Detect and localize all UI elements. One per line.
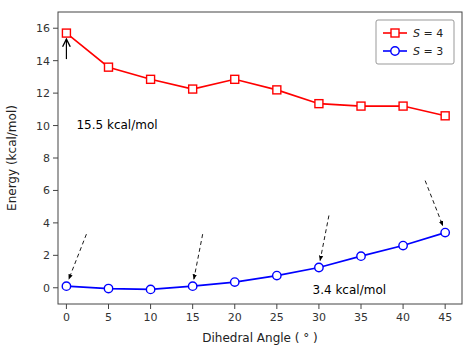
x-tick-label: 45	[438, 311, 452, 324]
x-tick	[108, 304, 109, 309]
series-line	[66, 233, 445, 290]
y-tick	[53, 222, 58, 223]
x-tick-label: 25	[270, 311, 284, 324]
x-tick	[403, 304, 404, 309]
point	[315, 100, 323, 108]
legend: S = 4 S = 3	[376, 20, 454, 64]
x-tick-label: 0	[63, 311, 70, 324]
y-tick	[53, 28, 58, 29]
axes: 0 5 10 15 20 25 30 35 40 45 0 2 4 6 8 10 12 14 16	[36, 22, 452, 324]
x-tick-label: 30	[312, 311, 326, 324]
x-tick-label: 10	[144, 311, 158, 324]
point	[188, 282, 196, 290]
point	[62, 282, 70, 290]
legend-marker	[391, 29, 399, 37]
x-tick	[361, 304, 362, 309]
y-tick-label: 10	[36, 120, 50, 133]
y-tick	[53, 190, 58, 191]
x-tick	[234, 304, 235, 309]
x-tick	[276, 304, 277, 309]
point	[273, 86, 281, 94]
annotation-arrow	[425, 181, 443, 226]
point	[147, 75, 155, 83]
x-tick-label: 35	[354, 311, 368, 324]
chart: 0 5 10 15 20 25 30 35 40 45 0 2 4 6 8 10 12 14 16 Dihedral …	[0, 0, 474, 350]
x-axis-label: Dihedral Angle ( ° )	[202, 331, 318, 345]
annotation-arrow	[69, 234, 87, 279]
point	[231, 75, 239, 83]
y-tick-label: 8	[43, 152, 50, 165]
x-tick-label: 20	[228, 311, 242, 324]
point	[441, 228, 449, 236]
point	[62, 29, 70, 37]
legend-label: S = 4	[413, 27, 443, 40]
plot-area	[62, 29, 449, 294]
y-tick-label: 2	[43, 249, 50, 262]
annotation-arrow	[66, 39, 67, 59]
annotations: 15.5 kcal/mol 3.4 kcal/mol	[66, 39, 442, 297]
series	[62, 228, 449, 293]
y-tick-label: 14	[36, 55, 50, 68]
y-tick-label: 6	[43, 184, 50, 197]
x-tick-label: 5	[105, 311, 112, 324]
y-tick	[53, 125, 58, 126]
point	[231, 278, 239, 286]
y-tick	[53, 255, 58, 256]
point	[189, 85, 197, 93]
y-axis-label: Energy (kcal/mol)	[5, 105, 19, 211]
point	[104, 284, 112, 292]
annotation: 3.4 kcal/mol	[313, 283, 387, 297]
x-tick	[318, 304, 319, 309]
point	[315, 263, 323, 271]
x-tick	[150, 304, 151, 309]
y-tick-label: 0	[43, 282, 50, 295]
point	[146, 285, 154, 293]
point	[105, 63, 113, 71]
plot-frame	[58, 12, 462, 304]
point	[357, 102, 365, 110]
annotation-arrow	[320, 216, 329, 261]
y-tick-label: 16	[36, 22, 50, 35]
y-tick-label: 4	[43, 217, 50, 230]
point	[399, 241, 407, 249]
x-tick	[192, 304, 193, 309]
y-tick	[53, 60, 58, 61]
point	[441, 112, 449, 120]
point	[399, 102, 407, 110]
x-tick	[445, 304, 446, 309]
legend-box	[376, 20, 454, 64]
legend-label: S = 3	[413, 45, 443, 58]
y-tick	[53, 158, 58, 159]
y-tick	[53, 93, 58, 94]
annotation-arrow	[194, 234, 203, 279]
point	[273, 271, 281, 279]
x-tick	[66, 304, 67, 309]
x-tick-label: 15	[186, 311, 200, 324]
point	[357, 252, 365, 260]
legend-marker	[391, 47, 399, 55]
y-tick	[53, 287, 58, 288]
x-tick-label: 40	[396, 311, 410, 324]
y-tick-label: 12	[36, 87, 50, 100]
annotation: 15.5 kcal/mol	[76, 118, 157, 132]
